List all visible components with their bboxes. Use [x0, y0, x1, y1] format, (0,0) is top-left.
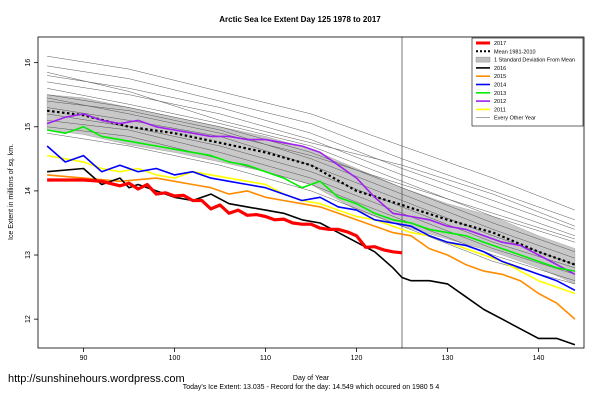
other-year-line-6	[47, 94, 575, 253]
legend-label-1-standard-deviation-from-mean: 1 Standard Deviation From Mean	[494, 58, 575, 64]
x-axis: 90 100 110 120 130 140	[80, 348, 545, 362]
other-year-line-1	[47, 55, 575, 211]
plot-content	[46, 37, 576, 348]
legend-label-2011: 2011	[494, 107, 506, 113]
legend: 2017 Mean 1981-2010 1 Standard Deviation F…	[471, 37, 584, 127]
legend-label-every-other-year: Every Other Year	[494, 116, 536, 122]
y-tick-label-15: 15	[25, 123, 32, 131]
other-year-line-9	[47, 113, 575, 269]
legend-swatch-1-standard-deviation-from-mean	[475, 56, 491, 63]
other-year-line-13	[47, 97, 575, 240]
x-tick-label-110: 110	[260, 355, 271, 362]
legend-label-2017: 2017	[494, 41, 506, 47]
other-year-line-3	[47, 75, 575, 230]
series-line-2014	[46, 145, 576, 292]
other-year-line-12	[47, 132, 575, 285]
series-line-2013	[46, 126, 576, 272]
y-tick-label-14: 14	[25, 187, 32, 195]
plot-frame	[37, 36, 585, 349]
other-year-line-2	[47, 65, 575, 221]
site-url: http://sunshinehours.wordpress.com	[8, 373, 185, 385]
chart-title: Arctic Sea Ice Extent Day 125 1978 to 20…	[219, 15, 381, 24]
y-axis: 12 13 14 15 16	[25, 59, 38, 323]
x-tick-label-130: 130	[442, 355, 454, 362]
other-year-line-8	[47, 107, 575, 265]
y-tick-label-16: 16	[25, 59, 32, 67]
series-line-2017	[47, 178, 403, 255]
x-tick-label-100: 100	[169, 355, 181, 362]
series-line-2011	[46, 154, 576, 295]
legend-label-2016: 2016	[494, 66, 506, 72]
series-line-2016	[47, 167, 576, 346]
y-axis-label: Ice Extent in millions of sq. km.	[8, 144, 15, 240]
x-tick-label-120: 120	[351, 355, 363, 362]
series-line-2015	[47, 174, 576, 320]
other-year-line-10	[47, 120, 575, 275]
series-line-2012	[46, 113, 576, 276]
plot-area	[46, 37, 576, 348]
legend-label-mean-1981-2010: Mean 1981-2010	[494, 49, 536, 55]
legend-label-2015: 2015	[494, 74, 506, 80]
footer-text: Today's Ice Extent: 13.035 - Record for …	[183, 384, 440, 391]
y-tick-label-12: 12	[25, 315, 32, 323]
x-tick-label-140: 140	[533, 355, 545, 362]
other-year-line-14	[47, 72, 575, 227]
legend-label-2012: 2012	[494, 99, 506, 105]
legend-label-2013: 2013	[494, 91, 506, 97]
y-tick-label-13: 13	[25, 251, 32, 259]
legend-label-2014: 2014	[494, 83, 506, 89]
other-year-line-5	[47, 88, 575, 243]
legend-box	[471, 37, 584, 127]
other-year-line-4	[47, 81, 575, 237]
x-axis-label: Day of Year	[293, 375, 330, 382]
x-tick-label-90: 90	[80, 355, 88, 362]
other-year-line-7	[47, 100, 575, 259]
